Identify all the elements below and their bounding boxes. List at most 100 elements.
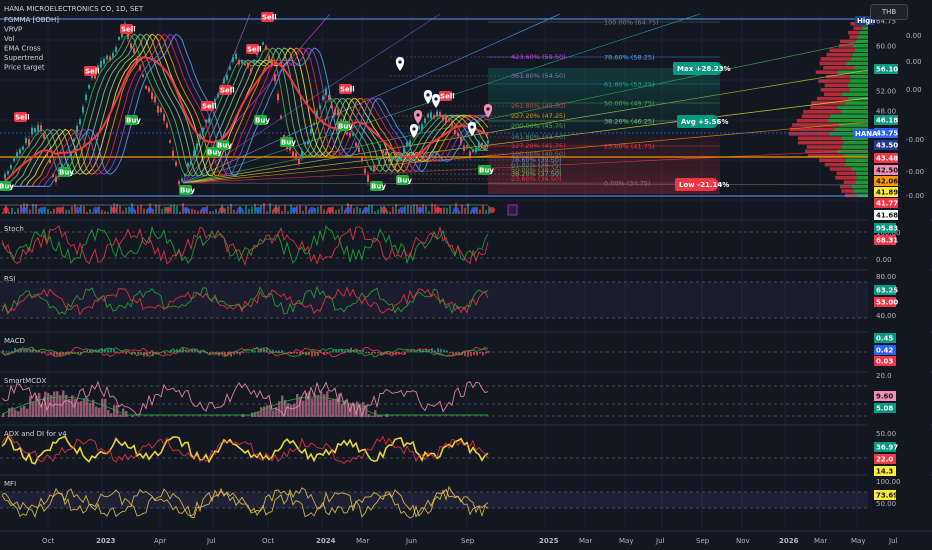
mcdx-bar [53, 391, 56, 417]
time-label-14: Nov [736, 537, 750, 545]
price-label-1: 60.00 [876, 43, 896, 51]
mcdx-bar [329, 399, 332, 417]
macd-hist [413, 351, 415, 353]
macd-hist [14, 347, 16, 353]
candle-body [379, 144, 381, 148]
volume-bar [194, 209, 196, 214]
volume-bar [272, 209, 274, 214]
candle-body [349, 132, 351, 137]
candle-body [127, 33, 129, 40]
target-max-arrow [719, 62, 724, 75]
candle-body [430, 112, 432, 119]
pin-hole-5 [470, 125, 474, 129]
buy-marker-5: Buy [217, 142, 232, 150]
candle-body [73, 138, 75, 142]
candle-body [310, 128, 312, 134]
candle-body [166, 123, 168, 128]
volume-bar [335, 209, 337, 214]
volume-bar [8, 211, 10, 214]
sell-marker-bg-7 [339, 84, 352, 94]
volume-bar [155, 204, 157, 214]
legend: HANA MICROELECTRONICS CO, 1D, SET FGMMA … [4, 5, 144, 72]
vrvp-bar-down [803, 110, 842, 114]
candle-body [307, 140, 309, 145]
target-max: Max +28.23% [677, 65, 731, 73]
signal-markers: SellSellSellSellSellSellSellSellSellBuyB… [0, 12, 518, 216]
mcdx-bar [98, 407, 101, 417]
mcdx-bar [92, 399, 95, 417]
candle-body [238, 60, 240, 65]
mcdx-bar [47, 392, 50, 417]
macd-hist [35, 350, 37, 353]
price-tag-bg-9 [874, 165, 898, 175]
target-low: Low -21.14% [679, 181, 729, 189]
macd-hist [110, 348, 112, 353]
pane-axis-5-1: 50.00 [876, 500, 896, 508]
vrvp-bar-down [829, 167, 852, 171]
time-label-8: Sep [461, 537, 475, 545]
candle-body [478, 142, 480, 149]
mcdx-bar [326, 391, 329, 417]
mcdx-bar [71, 395, 74, 417]
mcdx-bar [14, 409, 17, 417]
candle-body [487, 140, 489, 144]
pane-line-1-1 [1, 286, 489, 316]
volume-bar [20, 205, 22, 214]
pane-tag-bg-2-1 [874, 345, 896, 355]
volume-bar [389, 211, 391, 214]
macd-hist [92, 349, 94, 353]
candle-body [421, 124, 423, 131]
volume-bar [332, 206, 334, 214]
mcdx-bar [353, 403, 356, 417]
pane-tag-bg-4-1 [874, 454, 896, 464]
macd-hist [473, 352, 475, 355]
volume-bar [296, 205, 298, 214]
candle-body [439, 112, 441, 117]
macd-hist [50, 352, 52, 355]
candle-body [313, 122, 315, 126]
volume-bar [353, 208, 355, 214]
candle-body [397, 156, 399, 161]
pane-axis-3-0: 20.0 [876, 372, 892, 380]
pane-line-5-1 [1, 487, 489, 519]
vrvp-bar-up [830, 114, 868, 118]
event-dot-12 [219, 207, 225, 213]
vrvp-bar-up [856, 193, 868, 198]
volume-bar [17, 208, 19, 214]
pane-tag-3-1: 5.08 [876, 405, 893, 413]
mcdx-bar [104, 398, 107, 417]
macd-hist [434, 350, 436, 353]
volume-bar [362, 210, 364, 214]
event-dot-25 [453, 207, 459, 213]
buy-marker-7: Buy [281, 139, 296, 147]
pane-title-1: RSI [4, 275, 15, 283]
mcdx-bar [59, 395, 62, 417]
macd-hist [101, 348, 103, 353]
volume-bar [446, 207, 448, 214]
volume-bar [287, 210, 289, 214]
pin-icon-5 [467, 122, 477, 136]
candle-body [424, 118, 426, 123]
pin-hole-2 [434, 97, 438, 101]
vrvp-bar-down [810, 105, 838, 110]
macd-hist [125, 352, 127, 355]
volume-bar [404, 206, 406, 214]
candle-body [469, 151, 471, 158]
currency-button[interactable]: THB [870, 4, 908, 20]
macd-hist [233, 352, 235, 355]
buy-marker-0: Buy [0, 183, 14, 191]
candle-body [76, 125, 78, 133]
mcdx-bar [257, 411, 260, 417]
pane-title-5: MFI [4, 480, 16, 488]
mcdx-bar [80, 401, 83, 417]
price-tag-bg-6 [874, 128, 898, 138]
candle-body [157, 106, 159, 113]
buy-marker-1: Buy [59, 169, 74, 177]
legend-indicator-5: Price target [4, 64, 45, 72]
candle-body [55, 176, 57, 183]
volume-bar [80, 205, 82, 214]
vrvp-bar-up [850, 57, 868, 61]
candle-body [472, 149, 474, 153]
candle-body [148, 87, 150, 92]
